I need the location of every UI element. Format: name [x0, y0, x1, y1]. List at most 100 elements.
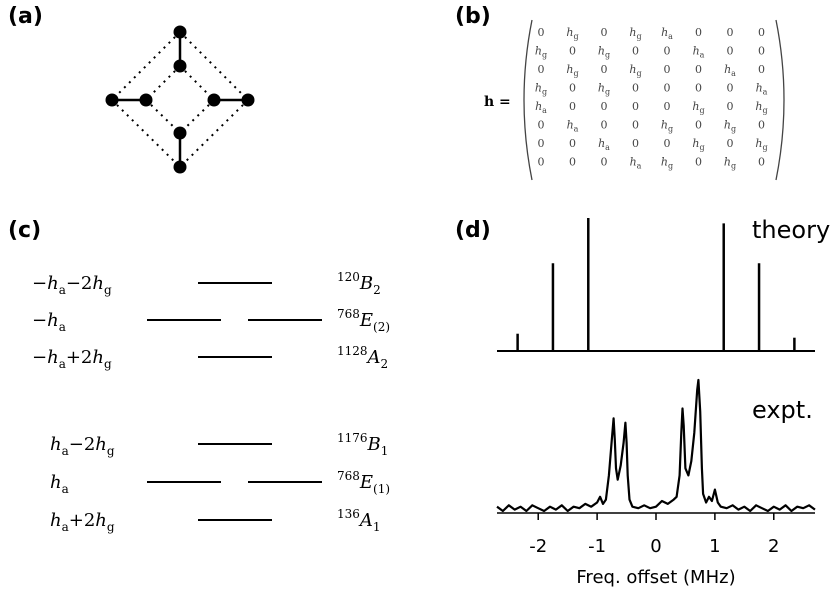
dotted-edges [111, 31, 249, 168]
matrix-cell: 0 [538, 26, 545, 39]
matrix-cell: 0 [695, 119, 702, 132]
matrix-cell: ha [661, 26, 673, 41]
matrix-cell: 0 [632, 137, 639, 150]
matrix-cell: 0 [632, 100, 639, 113]
matrix-cell: 0 [538, 156, 545, 169]
matrix-cell: 0 [727, 100, 734, 113]
matrix-cell: hg [755, 100, 767, 115]
matrix-cell: hg [629, 26, 641, 41]
matrix-cell: 0 [727, 137, 734, 150]
matrix-cell: hg [692, 100, 704, 115]
node [173, 25, 187, 39]
matrix-cell: 0 [727, 45, 734, 58]
x-tick-label: 2 [768, 536, 779, 557]
panel-label-d: (d) [455, 218, 491, 243]
lattice-graph [105, 25, 255, 174]
node [173, 160, 187, 174]
matrix-cell: hg [566, 26, 578, 41]
matrix-cell: hg [724, 119, 736, 134]
matrix-cell: 0 [601, 63, 608, 76]
hamiltonian-matrix: h = 0 hg 0 hg ha 0 0 0hg 0 hg 0 0 ha 0 00 hg 0 hg 0 0 ha 0hg 0… [484, 19, 785, 181]
matrix-cell: 0 [758, 63, 765, 76]
matrix-cell: ha [535, 100, 547, 115]
panel-label-b: (b) [455, 4, 491, 29]
matrix-cell: hg [661, 156, 673, 171]
lattice-nodes [105, 25, 255, 174]
theory-series-label: theory [752, 216, 830, 244]
node [173, 59, 187, 73]
matrix-cell: ha [630, 156, 642, 171]
level-energy-label: −ha​ [32, 310, 66, 334]
solid-bonds [112, 32, 248, 167]
matrix-cell: hg [535, 45, 547, 60]
node [105, 93, 119, 107]
node [207, 93, 221, 107]
x-ticks: -2 -1 0 1 2 [529, 513, 780, 557]
matrix-cell: 0 [664, 45, 671, 58]
theory-sticks [516, 218, 796, 351]
matrix-cell: ha [724, 63, 736, 78]
level-symmetry-label: 1176B1 [337, 431, 388, 458]
right-paren [775, 19, 785, 181]
matrix-cell: 0 [632, 82, 639, 95]
matrix-cell: 0 [569, 45, 576, 58]
matrix-cell: 0 [727, 82, 734, 95]
level-symmetry-label: 768E(1) [337, 469, 390, 496]
matrix-cell: 0 [601, 26, 608, 39]
level-symmetry-label: 136A1 [337, 507, 381, 534]
matrix-cell: hg [692, 137, 704, 152]
level-energy-label: −ha​−2hg​ [32, 273, 112, 297]
matrix-cell: hg [598, 82, 610, 97]
level-symmetry-label: 768E(2) [337, 307, 390, 334]
matrix-cell: 0 [758, 26, 765, 39]
level-symmetry-label: 1128A2 [337, 344, 388, 371]
matrix-cell: 0 [758, 119, 765, 132]
matrix-cell: hg [755, 137, 767, 152]
matrix-cell: 0 [727, 26, 734, 39]
matrix-cell: 0 [695, 82, 702, 95]
matrix-cell: 0 [695, 26, 702, 39]
matrix-cell: 0 [538, 137, 545, 150]
energy-level-diagram: −ha​−2hg​ 120B2 −ha​ 768E(2) −ha​+2hg​ 1128A2… [32, 270, 390, 534]
node [173, 126, 187, 140]
matrix-cell: 0 [664, 137, 671, 150]
matrix-cell: 0 [601, 119, 608, 132]
matrix-cell: hg [566, 63, 578, 78]
level-symmetry-label: 120B2 [337, 270, 381, 297]
panel-label-a: (a) [8, 4, 43, 29]
node [139, 93, 153, 107]
level-energy-label: ha​−2hg​ [50, 434, 115, 458]
experiment-series-label: expt. [752, 396, 813, 424]
matrix-cell: ha [693, 45, 705, 60]
matrix-lhs: h = [484, 94, 511, 110]
matrix-cell: ha [756, 82, 768, 97]
panel-label-c: (c) [8, 218, 42, 243]
matrix-cell: 0 [664, 63, 671, 76]
node [241, 93, 255, 107]
matrix-cell: 0 [758, 156, 765, 169]
matrix-cell: 0 [569, 156, 576, 169]
matrix-cells: 0 hg 0 hg ha 0 0 0 hg 0 hg 0 0 ha 0 0 0 hg 0 hg 0 0 ha 0 hg 0 hg 0 0… [535, 26, 768, 171]
x-tick-label: -1 [588, 536, 606, 557]
matrix-cell: 0 [632, 45, 639, 58]
matrix-cell: hg [598, 45, 610, 60]
matrix-cell: 0 [538, 63, 545, 76]
matrix-cell: 0 [601, 156, 608, 169]
spectrum-chart: theory expt. -2 -1 0 1 2 Freq. offset (MHz) [496, 216, 830, 588]
matrix-cell: ha [567, 119, 579, 134]
matrix-cell: 0 [569, 82, 576, 95]
experiment-line [496, 378, 816, 513]
matrix-cell: 0 [695, 156, 702, 169]
matrix-cell: 0 [664, 82, 671, 95]
matrix-cell: 0 [695, 63, 702, 76]
x-tick-label: 0 [650, 536, 661, 557]
matrix-cell: 0 [569, 137, 576, 150]
matrix-cell: hg [629, 63, 641, 78]
level-energy-label: ha​+2hg​ [50, 510, 115, 534]
matrix-cell: 0 [664, 100, 671, 113]
matrix-cell: 0 [601, 100, 608, 113]
matrix-cell: hg [535, 82, 547, 97]
matrix-cell: 0 [569, 100, 576, 113]
matrix-cell: 0 [538, 119, 545, 132]
